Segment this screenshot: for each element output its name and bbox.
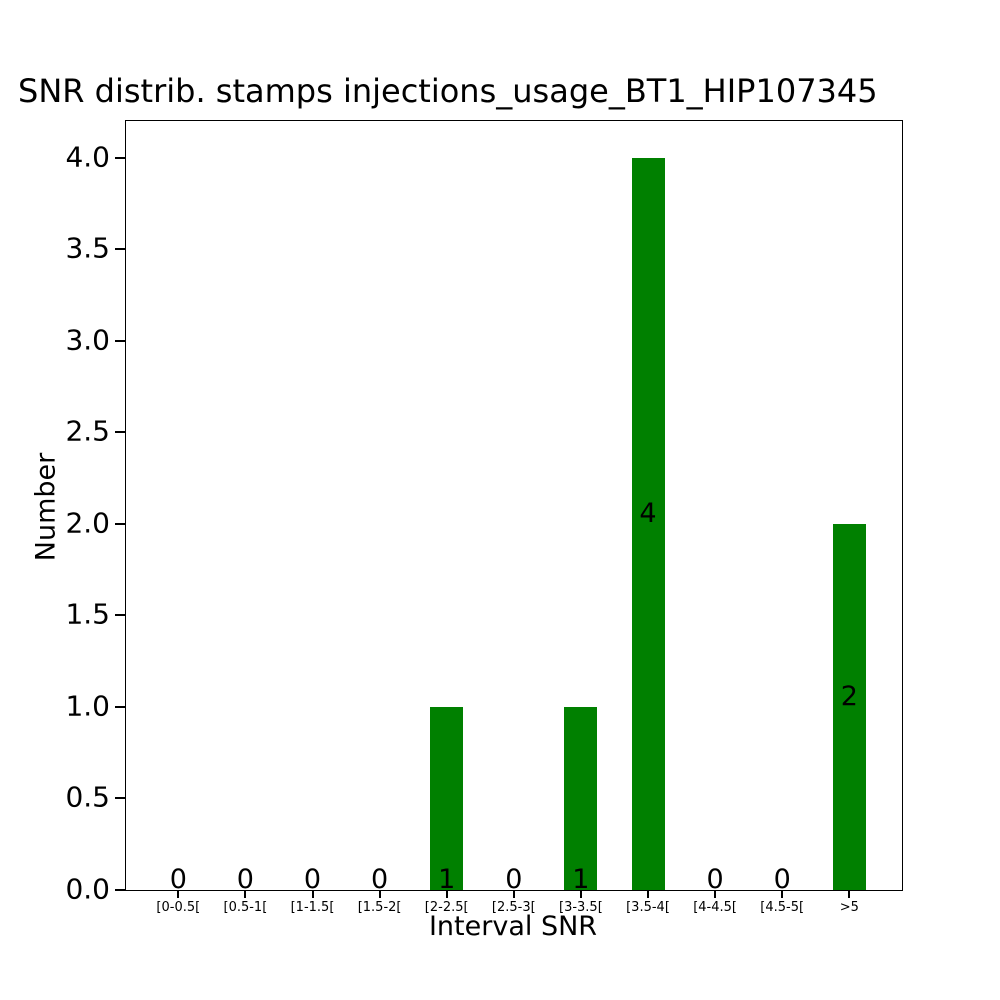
y-tick-label: 1.0: [65, 689, 110, 723]
bar-value-label: 0: [236, 864, 254, 895]
x-tick-mark: [177, 890, 180, 898]
x-tick-mark: [445, 890, 448, 898]
bar-value-label: 0: [505, 864, 523, 895]
y-tick-mark: [115, 431, 126, 434]
x-tick-mark: [848, 890, 851, 898]
bar-value-label: 0: [303, 864, 322, 895]
y-tick-mark: [115, 705, 126, 708]
bar-value-label: 0: [169, 864, 187, 895]
bar: [430, 706, 464, 890]
x-tick-label: >5: [839, 900, 859, 915]
y-tick-mark: [115, 248, 126, 251]
y-tick-label: 3.0: [65, 323, 110, 357]
x-tick-label: [4-4.5[: [693, 900, 737, 915]
y-tick-label: 2.0: [65, 506, 110, 540]
x-tick-mark: [579, 890, 582, 898]
bar-value-label: 4: [639, 497, 657, 529]
bar: [564, 706, 598, 890]
y-tick-label: 0.5: [65, 780, 110, 814]
bar-value-label: 0: [706, 864, 724, 895]
x-tick-label: [1-1.5[: [290, 900, 335, 915]
y-axis-label: Number: [30, 452, 62, 562]
y-tick-label: 1.5: [65, 597, 110, 631]
bar-value-label: 0: [773, 864, 791, 895]
chart-title: SNR distrib. stamps injections_usage_BT1…: [18, 72, 878, 110]
y-tick-label: 0.0: [65, 872, 110, 906]
bar-value-label: 0: [371, 864, 389, 895]
x-tick-label: [3.5-4[: [626, 900, 670, 915]
x-tick-label: [3-3.5[: [559, 900, 603, 915]
y-tick-label: 3.5: [65, 231, 110, 265]
y-tick-mark: [115, 614, 126, 617]
x-tick-mark: [512, 890, 515, 898]
y-tick-mark: [115, 797, 126, 800]
y-tick-mark: [115, 522, 126, 525]
y-tick-label: 2.5: [65, 414, 110, 448]
x-tick-label: [2-2.5[: [424, 900, 469, 915]
x-tick-label: [2.5-3[: [491, 900, 536, 915]
x-tick-mark: [647, 890, 649, 898]
x-tick-label: [1.5-2[: [357, 900, 402, 915]
bar-value-label: 1: [438, 864, 456, 895]
x-tick-mark: [311, 890, 314, 898]
bar-value-label: 1: [572, 864, 590, 895]
x-axis-label: Interval SNR: [428, 911, 598, 942]
bar-value-label: 2: [840, 680, 858, 712]
bar: [832, 523, 866, 890]
y-tick-mark: [115, 889, 126, 891]
x-tick-mark: [714, 890, 717, 898]
x-tick-mark: [781, 890, 784, 898]
y-tick-mark: [115, 156, 126, 159]
x-tick-mark: [244, 890, 247, 898]
x-tick-label: [0-0.5[: [156, 900, 201, 915]
bar: [631, 157, 665, 890]
x-tick-mark: [378, 890, 381, 898]
y-tick-mark: [115, 339, 126, 342]
y-tick-label: 4.0: [65, 140, 110, 174]
plot-area: 0.0 0.5 1.0 1.5 2.0 2.5 3.0 3.5 4.0 [0-0.5[ 0 [0.5-…: [65, 120, 903, 914]
x-tick-label: [4.5-5[: [760, 900, 805, 915]
x-tick-label: [0.5-1[: [223, 900, 268, 915]
